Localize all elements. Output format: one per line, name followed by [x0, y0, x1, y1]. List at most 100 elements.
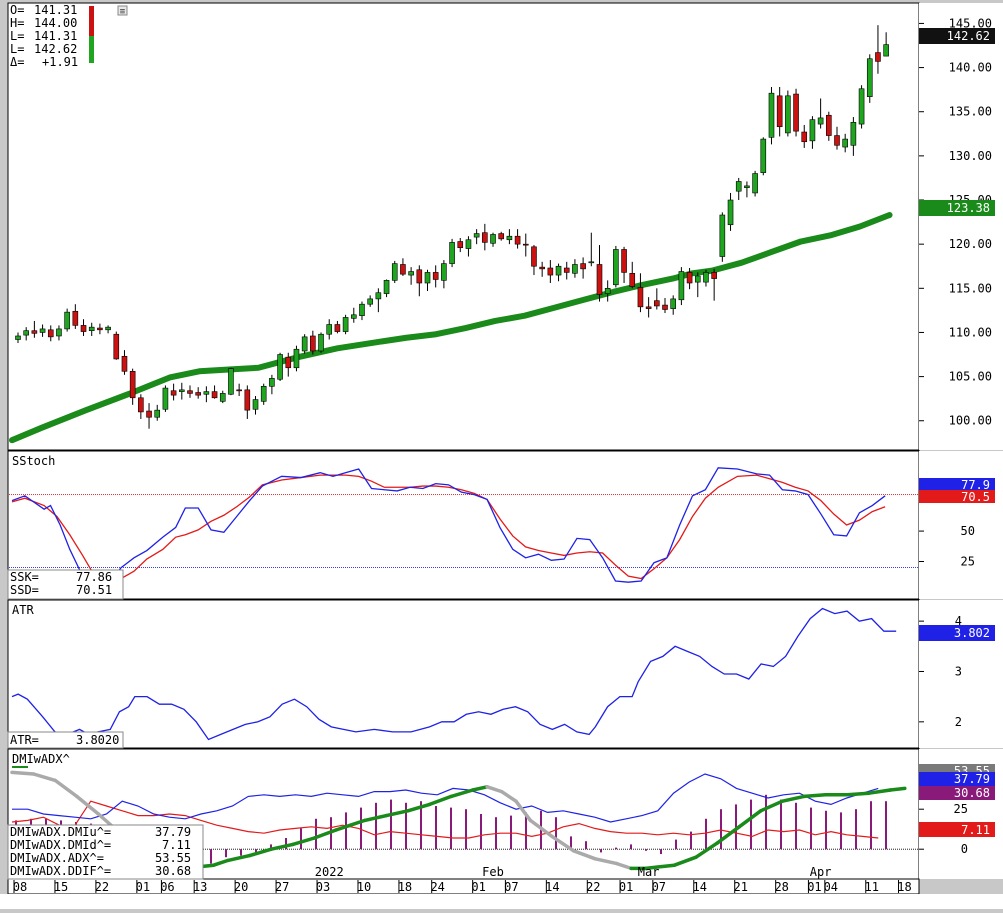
adx-segment [291, 836, 317, 847]
adx-segment [672, 855, 698, 867]
candle-body [383, 280, 390, 294]
candle-body [858, 88, 865, 125]
candle-body [834, 135, 840, 146]
price-tick-label: 115.00 [949, 281, 992, 295]
axis-labels-layer: 145.00140.00135.00130.00125.00120.00115.… [13, 16, 992, 894]
readout-low: L= 141.31 [10, 29, 77, 43]
adx-segment [211, 858, 230, 867]
candle-body [170, 390, 177, 396]
stoch-series-layer [9, 467, 919, 587]
candle-body [432, 272, 439, 280]
adx-segment [312, 828, 338, 840]
ddif-tag-text: 30.68 [954, 786, 990, 800]
dmi-plus-tag [919, 772, 995, 786]
atr-title: ATR [12, 603, 34, 617]
atr-tick-label: 4 [955, 614, 962, 628]
time-period-label: Apr [810, 865, 832, 879]
adx-segment [737, 809, 763, 829]
bottom-strip [0, 894, 1003, 909]
candle-body [678, 271, 685, 301]
candle-body [97, 327, 103, 331]
candle-body [391, 263, 398, 281]
candle-body [613, 249, 619, 286]
pane-menu-button[interactable] [117, 5, 128, 16]
candle-body [539, 266, 545, 270]
price-tick-label: 145.00 [949, 16, 992, 30]
candle-body [105, 326, 111, 331]
candle-body [416, 269, 423, 284]
candle-body [23, 330, 29, 336]
time-tick-label: 04 [824, 880, 838, 894]
time-tick-label: 28 [774, 880, 788, 894]
time-tick-label: 07 [504, 880, 518, 894]
adx-segment [75, 794, 101, 816]
candle-body [875, 52, 881, 62]
atr-readout-value: ATR= 3.8020 [10, 733, 119, 747]
pane-menu-icon: ≡ [120, 7, 126, 17]
dmi-title: DMIwADX^ [12, 752, 70, 766]
candle-body [441, 263, 447, 281]
candle-body [47, 329, 54, 338]
candle-body [269, 378, 275, 387]
dmi-plus-tag-text: 37.79 [954, 772, 990, 786]
candle-body [482, 232, 488, 243]
adx-segment [658, 863, 677, 869]
candle-body [719, 214, 726, 257]
dmi-readout-box [7, 824, 204, 880]
candle-body [490, 234, 496, 244]
candle-body [850, 122, 857, 146]
adx-segment [593, 857, 619, 866]
candle-body [686, 272, 693, 284]
candle-body [449, 242, 455, 264]
time-tick-label: 18 [897, 880, 911, 894]
candle-body [883, 44, 889, 57]
candle-body [31, 330, 38, 334]
dmi-plus-line [12, 773, 879, 823]
time-period-label: Mar [638, 865, 660, 879]
stoch-readout-ssk: SSK= 77.86 [10, 570, 112, 584]
candle-body [375, 292, 382, 300]
candle-body [80, 325, 87, 332]
readout-change: Δ= +1.91 [10, 55, 78, 69]
candle-body [662, 304, 668, 310]
candle-body [367, 298, 373, 305]
candle-body [326, 324, 333, 335]
candle-body [785, 95, 791, 134]
adx-segment [363, 813, 389, 823]
time-tick-label: 01 [471, 880, 485, 894]
adx-segment [802, 793, 828, 799]
candle-body [359, 303, 365, 316]
adx-segment [53, 778, 79, 799]
ohlc-readout: O= 141.31 H= 144.00 L= 141.31 L= 142.62 Δ= +1… [10, 3, 128, 69]
candle-body [514, 235, 521, 245]
price-tick-label: 110.00 [949, 325, 992, 339]
stoch-readout-ssd: SSD= 70.51 [10, 583, 112, 597]
time-tick-label: 01 [807, 880, 821, 894]
dmi-minus-tag-text: 7.11 [961, 823, 990, 837]
adx-segment [427, 794, 453, 807]
dmi-readout-adx: DMIwADX.ADX^= 53.55 [10, 851, 191, 865]
time-tick-label: 27 [275, 880, 289, 894]
ma-tag-text: 123.38 [947, 201, 990, 215]
stoch-tick-label: 25 [961, 555, 975, 569]
atr-readout: ATR= 3.8020 [7, 731, 124, 749]
last-price-tag-text: 142.62 [947, 29, 990, 43]
candle-body [531, 246, 537, 267]
atr-axis-area [919, 600, 1003, 748]
candle-body [277, 354, 283, 380]
time-tick-label: 20 [234, 880, 248, 894]
dmi-tick-label: 25 [954, 802, 968, 816]
candle-body [735, 181, 742, 192]
candle-body [817, 117, 824, 125]
candle-body [310, 335, 316, 352]
candle-body [179, 389, 185, 392]
time-tick-label: 11 [865, 880, 879, 894]
price-series-layer [9, 25, 893, 444]
candle-body [744, 185, 750, 188]
adx-segment [269, 842, 295, 851]
candle-body [703, 272, 709, 283]
adx-segment [867, 788, 893, 795]
dmi-minus-tag [919, 822, 995, 837]
price-tags: 142.62 123.38 [919, 28, 995, 216]
